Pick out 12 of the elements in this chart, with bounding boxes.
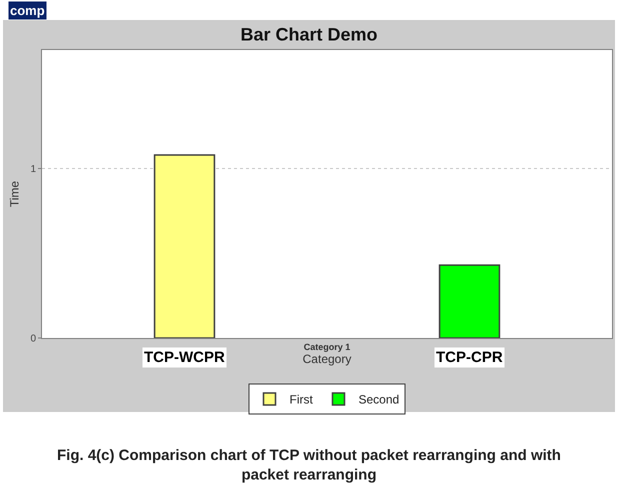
y-tick-label: 0: [30, 334, 36, 344]
x-axis-title: Category: [302, 352, 352, 366]
legend-label: First: [290, 392, 314, 407]
text: comp: [10, 3, 45, 18]
x-tick-label: Category 1: [304, 342, 350, 352]
text: TCP-CPR: [436, 349, 503, 366]
y-axis-title: Time: [8, 180, 22, 208]
chart-title: Bar Chart Demo: [240, 24, 378, 44]
y-tick-label: 1: [30, 164, 36, 176]
caption: Fig. 4(c) Comparison chart of TCP without packet rearranging and with packet rearranging: [57, 447, 561, 484]
legend-label: Second: [358, 392, 400, 407]
text: TCP-WCPR: [144, 349, 225, 366]
